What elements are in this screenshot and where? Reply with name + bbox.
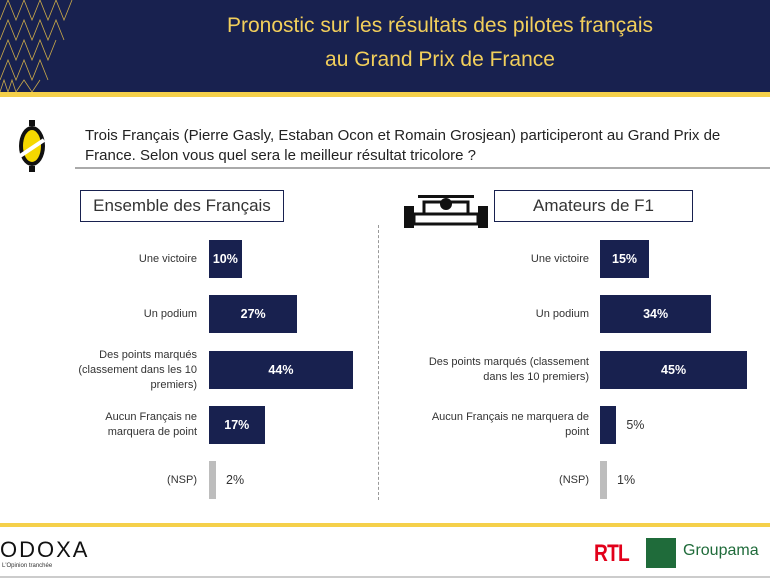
header-banner: Pronostic sur les résultats des pilotes … <box>0 0 770 92</box>
value-label: 44% <box>268 363 294 377</box>
bar <box>209 351 353 389</box>
category-label: Des points marqués (classement dans les … <box>78 348 197 391</box>
bar <box>209 295 298 333</box>
value-label: 2% <box>226 473 245 487</box>
category-label: Une victoire <box>138 252 197 265</box>
value-label: 1% <box>617 473 636 487</box>
category-label: Un podium <box>143 307 197 320</box>
chevron-pattern <box>0 0 73 92</box>
bar <box>209 240 242 278</box>
category-label: Un podium <box>535 307 589 320</box>
footer-stripe <box>0 523 770 527</box>
header-stripe <box>0 92 770 97</box>
bar <box>600 406 617 444</box>
bar <box>600 295 712 333</box>
odoxa-tagline: L'Opinion tranchée <box>2 563 53 569</box>
bar <box>600 240 650 278</box>
value-label: 10% <box>212 252 238 266</box>
rtl-logo: RTL <box>594 540 630 567</box>
groupama-logo-text: Groupama <box>683 542 759 559</box>
page-title-line1: Pronostic sur les résultats des pilotes … <box>226 14 654 37</box>
category-label: Une victoire <box>530 252 589 265</box>
group-title-f1-fans: Amateurs de F1 <box>494 190 693 222</box>
category-label: (NSP) <box>559 473 589 486</box>
bar <box>600 351 748 389</box>
category-label: Des points marqués (classement dans les … <box>428 356 589 383</box>
groupama-logo-icon <box>646 538 676 568</box>
bar <box>600 461 607 499</box>
f1-car-icon <box>404 195 488 228</box>
bottom-border <box>0 576 770 578</box>
value-label: 27% <box>240 307 266 321</box>
group-title-all: Ensemble des Français <box>80 190 284 222</box>
panel-divider <box>378 225 379 500</box>
category-label: (NSP) <box>167 473 197 486</box>
odoxa-question-icon <box>18 120 46 172</box>
question-divider <box>75 167 770 169</box>
value-label: 5% <box>626 418 645 432</box>
value-label: 15% <box>612 252 638 266</box>
page-title-line2: au Grand Prix de France <box>325 48 555 71</box>
bar <box>209 461 216 499</box>
value-label: 34% <box>643 307 669 321</box>
category-label: Aucun Français ne marquera de point <box>105 411 197 438</box>
question-text: Trois Français (Pierre Gasly, Estaban Oc… <box>85 127 721 164</box>
bar <box>209 406 265 444</box>
value-label: 17% <box>224 418 250 432</box>
value-label: 45% <box>661 363 687 377</box>
category-label: Aucun Français ne marquera de point <box>431 411 589 438</box>
odoxa-logo: ODOXA <box>0 537 90 562</box>
